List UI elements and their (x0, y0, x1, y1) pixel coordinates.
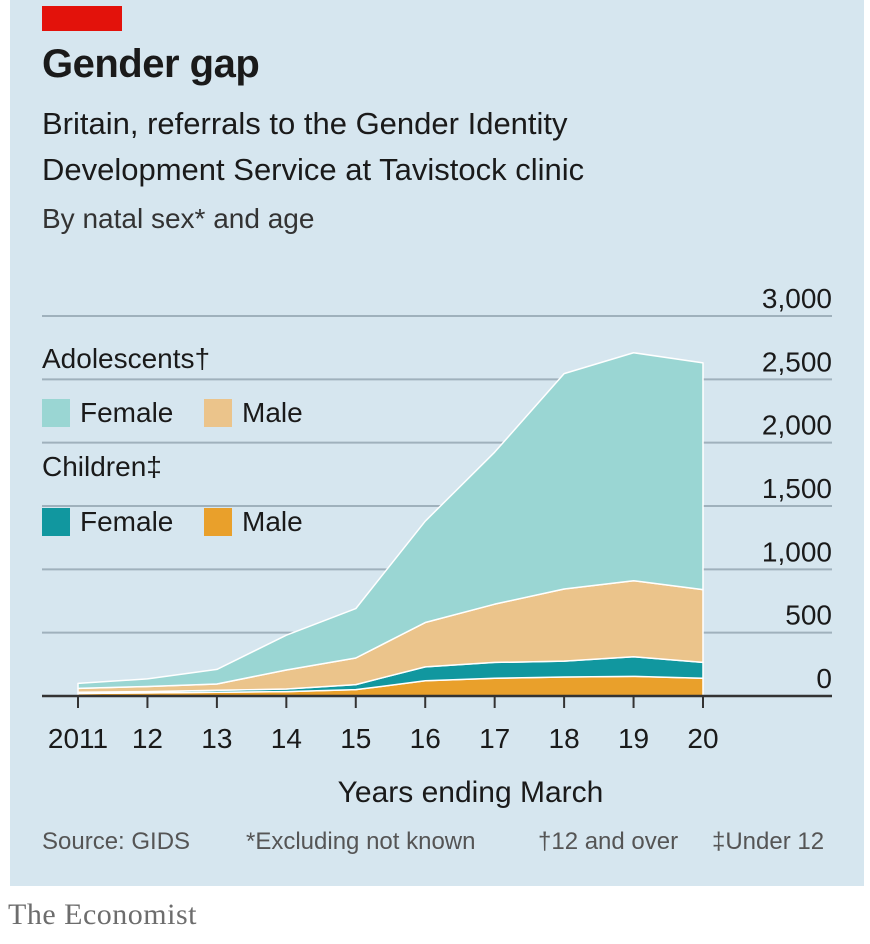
footer-source: Source: GIDS (42, 828, 191, 855)
legend-item-adolescent-male: Male (204, 397, 303, 429)
legend-group-children: Children‡ (42, 451, 162, 482)
chart-subtitle-line-2: Development Service at Tavistock clinic (42, 152, 585, 187)
x-tick-label-2019: 19 (618, 723, 649, 754)
publisher-logo: The Economist (8, 898, 197, 931)
x-tick-label-2012: 12 (132, 723, 163, 754)
y-tick-label-2500: 2,500 (762, 346, 832, 377)
chart-subtitle-line-1: Britain, referrals to the Gender Identit… (42, 106, 568, 141)
y-tick-label-500: 500 (785, 600, 832, 631)
legend-swatch-children-female (42, 508, 70, 536)
brand-tag (42, 6, 122, 31)
y-tick-label-1000: 1,000 (762, 536, 832, 567)
footer-note-excluding: *Excluding not known (246, 828, 476, 855)
y-tick-label-0: 0 (816, 663, 832, 694)
x-axis-label: Years ending March (338, 776, 604, 809)
footer-note-adolescents: †12 and over (538, 828, 679, 855)
x-tick-label-2017: 17 (479, 723, 510, 754)
y-tick-label-2000: 2,000 (762, 410, 832, 441)
y-tick-label-1500: 1,500 (762, 473, 832, 504)
legend-item-children-female: Female (42, 506, 173, 538)
legend-item-adolescent-female: Female (42, 397, 173, 429)
x-tick-label-2016: 16 (410, 723, 441, 754)
y-tick-label-3000: 3,000 (762, 283, 832, 314)
x-tick-label-2018: 18 (549, 723, 580, 754)
x-tick-label-2013: 13 (201, 723, 232, 754)
legend-swatch-adolescent-male (204, 399, 232, 427)
chart-title: Gender gap (42, 42, 260, 86)
legend-label-adolescent-female: Female (80, 397, 174, 428)
area-adolescent-female (77, 351, 704, 690)
legend-group-adolescents: Adolescents† (42, 343, 211, 374)
legend-label-adolescent-male: Male (242, 397, 303, 428)
legend-label-children-female: Female (80, 506, 174, 537)
x-tick-label-2014: 14 (271, 723, 302, 754)
x-tick-label-2015: 15 (340, 723, 371, 754)
footer-note-children: ‡Under 12 (712, 828, 825, 855)
x-tick-label-2011: 2011 (48, 723, 108, 754)
legend-swatch-adolescent-female (42, 399, 70, 427)
chart-subtitle-line-3: By natal sex* and age (42, 203, 315, 234)
legend-swatch-children-male (204, 508, 232, 536)
legend-label-children-male: Male (242, 506, 303, 537)
x-tick-label-2020: 20 (687, 723, 718, 754)
legend-item-children-male: Male (204, 506, 303, 538)
